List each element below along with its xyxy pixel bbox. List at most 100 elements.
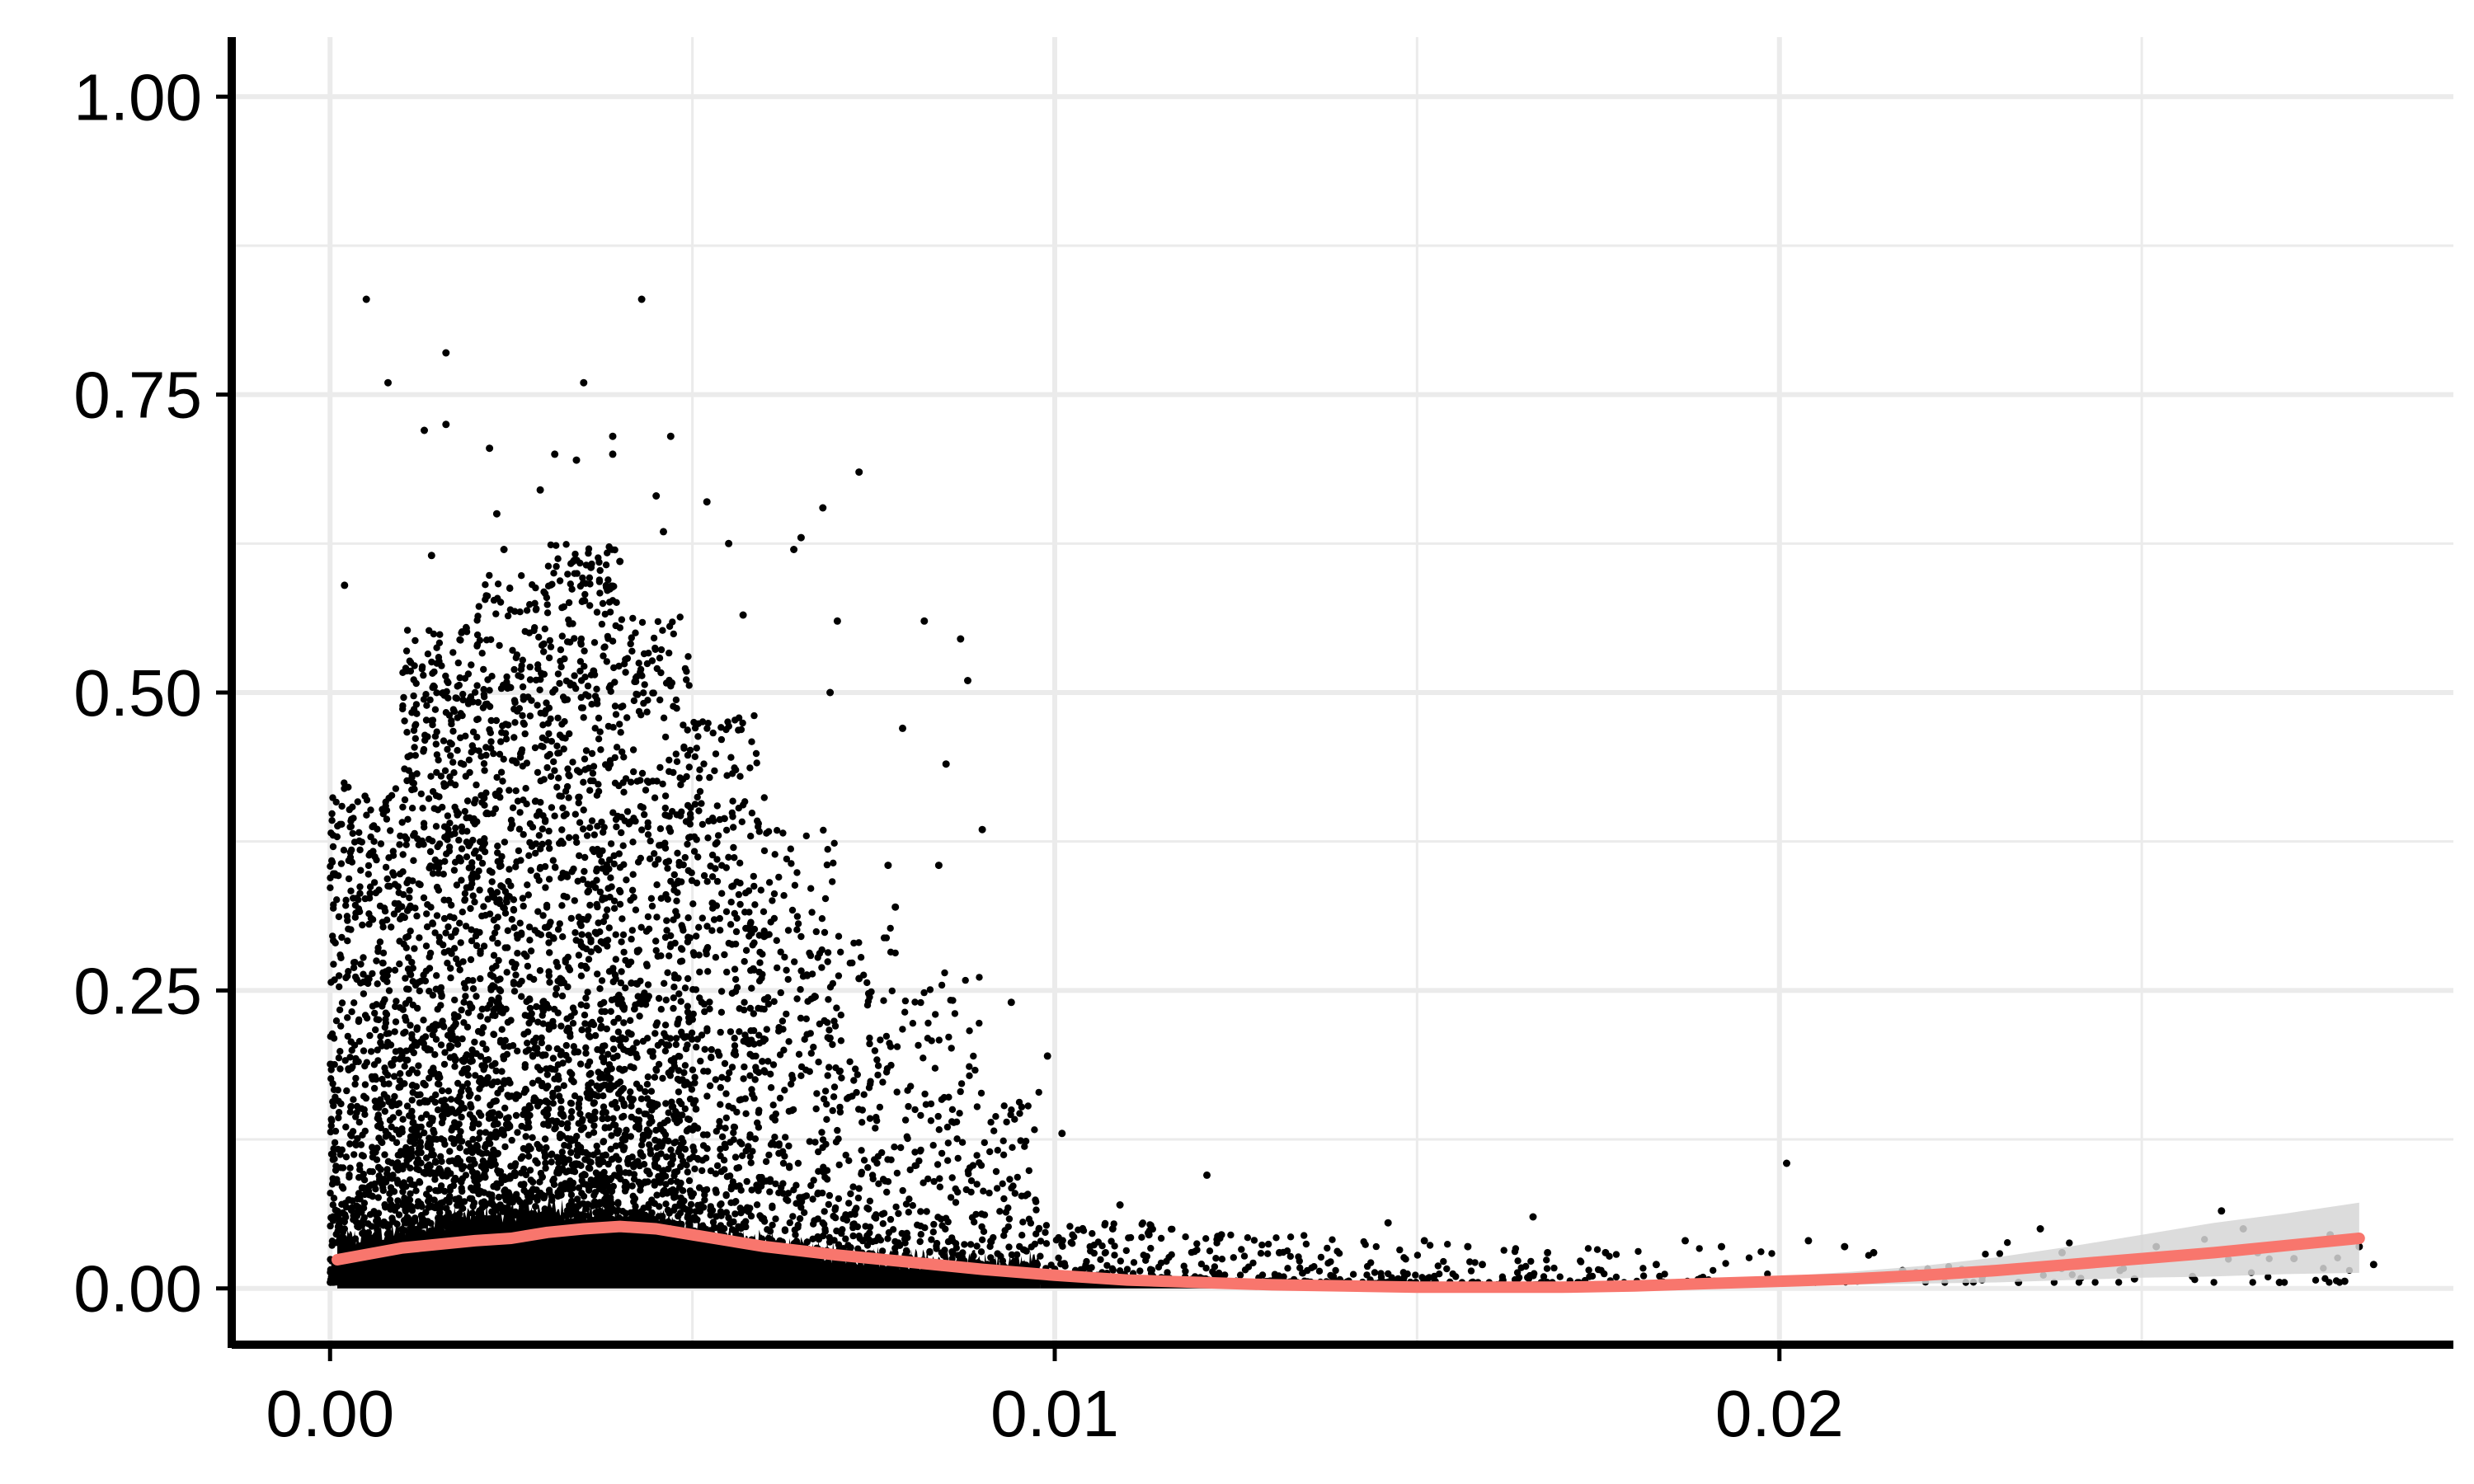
scatter-point [426,848,435,856]
scatter-point [586,1033,594,1040]
scatter-point [599,1042,607,1050]
scatter-point [443,850,450,857]
scatter-point [329,1201,336,1209]
scatter-point [469,836,477,844]
scatter-point [346,1140,354,1148]
scatter-point [450,866,459,874]
scatter-point [570,1078,577,1086]
scatter-point [611,779,619,787]
scatter-point [543,1111,552,1119]
scatter-point [531,1278,539,1286]
scatter-point [547,715,554,723]
scatter-point [365,1278,373,1285]
scatter-point [576,819,584,826]
scatter-point [432,740,440,748]
scatter-point [419,805,426,812]
scatter-point [458,845,466,852]
scatter-point [426,1025,433,1033]
scatter-point [553,1245,561,1253]
scatter-point [448,950,455,957]
scatter-point [441,1187,449,1195]
scatter-point [444,745,451,754]
scatter-point [399,702,407,710]
scatter-point [446,1054,454,1061]
scatter-point [463,1023,472,1031]
scatter-point [515,1248,522,1256]
scatter-point [407,659,415,666]
scatter-point [468,742,476,749]
scatter-point [585,932,592,939]
scatter-point [595,919,602,927]
scatter-point [469,728,477,735]
scatter-point [609,724,617,731]
scatter-point [567,1099,575,1107]
scatter-point [548,1193,556,1200]
scatter-point [402,1017,410,1024]
scatter-point [493,998,501,1006]
scatter-point [609,584,616,591]
scatter-point [497,738,505,745]
scatter-point [431,706,440,713]
scatter-point [341,1238,349,1247]
scatter-point [459,628,466,636]
scatter-point [577,635,586,643]
scatter-point [609,1045,618,1053]
scatter-point [408,1097,416,1104]
scatter-point [659,627,666,634]
scatter-point [435,1214,442,1222]
scatter-point [586,1165,594,1172]
scatter-point [355,896,362,904]
scatter-point [344,917,351,924]
scatter-point [410,692,417,700]
scatter-point [534,1159,541,1167]
scatter-point [578,1026,586,1034]
scatter-point [526,1167,534,1174]
scatter-point [520,902,527,910]
scatter-point [369,970,376,978]
scatter-point [426,1120,433,1128]
scatter-point [420,840,427,848]
scatter-point [581,853,589,862]
scatter-point [522,785,529,792]
scatter-point [615,1156,623,1163]
scatter-point [435,1227,443,1235]
scatter-point [524,1119,532,1126]
scatter-point [475,854,483,862]
scatter-point [449,1023,457,1031]
scatter-point [515,672,522,679]
scatter-point [425,1197,432,1205]
scatter-point [401,1063,408,1070]
scatter-point [628,647,636,655]
scatter-point [560,812,568,819]
scatter-point [476,886,483,894]
scatter-point [439,803,446,811]
scatter-point [401,717,408,725]
scatter-point [560,603,567,611]
scatter-point [408,1066,416,1073]
scatter-point [393,1126,400,1134]
scatter-point [374,1194,382,1201]
scatter-point [479,1040,487,1048]
scatter-point [505,877,512,885]
scatter-point [341,1211,349,1219]
scatter-point [492,1067,500,1075]
scatter-point [539,812,547,819]
scatter-point [584,989,591,996]
scatter-point [517,1169,525,1176]
scatter-point [453,881,461,889]
scatter-point [534,768,542,777]
scatter-point [582,747,590,754]
scatter-point [413,770,421,777]
scatter-point [502,897,510,905]
scatter-point [533,872,541,880]
scatter-point [478,650,486,657]
scatter-point [348,1046,355,1054]
scatter-point [514,950,521,957]
scatter-point [554,1061,562,1068]
scatter-point [458,876,465,884]
scatter-point [463,1051,471,1059]
scatter-point [439,1021,447,1029]
scatter-point [603,1025,610,1033]
scatter-point [550,570,557,577]
scatter-point [346,1108,354,1116]
